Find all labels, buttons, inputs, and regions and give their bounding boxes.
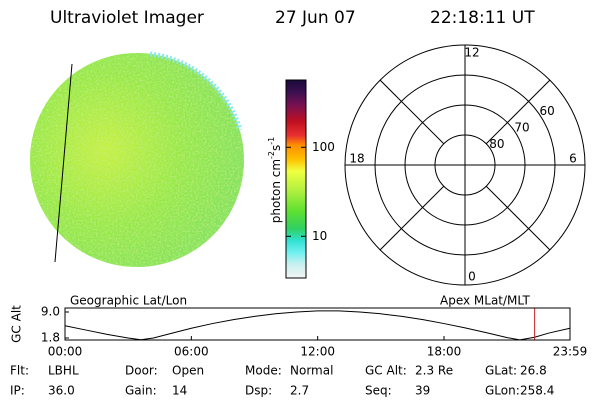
field-value: 26.8 bbox=[520, 364, 547, 378]
image-edge bbox=[149, 51, 243, 131]
field-value: Normal bbox=[290, 364, 333, 378]
field-value: 2.3 Re bbox=[415, 364, 453, 378]
unit-exp: -2 bbox=[267, 151, 276, 159]
unit-exp: -1 bbox=[267, 137, 276, 145]
x-tick-label: 00:00 bbox=[48, 345, 83, 359]
field-label: Door: bbox=[125, 364, 158, 378]
field-label: Seq: bbox=[365, 384, 392, 398]
polar-spoke bbox=[485, 79, 551, 145]
mlat-label: 80 bbox=[489, 137, 504, 151]
field-label: GLat: bbox=[485, 364, 517, 378]
timeline-ylabel: GC Alt bbox=[10, 305, 24, 343]
field-label: Gain: bbox=[125, 384, 157, 398]
instrument-title: Ultraviolet Imager bbox=[50, 8, 204, 28]
field-value: LBHL bbox=[48, 364, 79, 378]
field-label: Dsp: bbox=[245, 384, 272, 398]
mlat-label: 60 bbox=[540, 104, 555, 118]
polar-spoke bbox=[379, 185, 445, 251]
mlt-label: 6 bbox=[569, 152, 577, 166]
mlt-label: 12 bbox=[464, 46, 479, 60]
time: 22:18:11 UT bbox=[430, 8, 535, 28]
field-value: 2.7 bbox=[290, 384, 309, 398]
field-label: Mode: bbox=[245, 364, 282, 378]
unit: photon cm bbox=[269, 159, 283, 223]
colorbar-frame bbox=[285, 79, 307, 279]
colorbar-tick-label: 100 bbox=[312, 140, 335, 154]
colorbar-label: photon cm-2s-1 bbox=[267, 137, 283, 224]
timeline-frame bbox=[64, 307, 571, 341]
altitude-line bbox=[64, 310, 571, 341]
field-label: Flt: bbox=[10, 364, 29, 378]
mlt-label: 0 bbox=[468, 270, 476, 284]
mlat-label: 70 bbox=[514, 120, 529, 134]
field-label: IP: bbox=[10, 384, 25, 398]
y-tick-label: 9.0 bbox=[41, 305, 60, 319]
field-value: 39 bbox=[415, 384, 430, 398]
field-label: GC Alt: bbox=[365, 364, 407, 378]
x-tick-label: 12:00 bbox=[300, 345, 335, 359]
mlt-label: 18 bbox=[349, 152, 364, 166]
uv-image bbox=[30, 51, 244, 267]
image-texture bbox=[30, 53, 244, 267]
unit: s bbox=[269, 145, 283, 151]
x-tick-label: 06:00 bbox=[174, 345, 209, 359]
colorbar bbox=[286, 80, 306, 278]
timeline-right-label: Apex MLat/MLT bbox=[440, 294, 530, 308]
field-value: 258.4 bbox=[520, 384, 554, 398]
timeline-left-label: Geographic Lat/Lon bbox=[70, 294, 187, 308]
field-value: 36.0 bbox=[48, 384, 75, 398]
orbit-track bbox=[54, 63, 73, 263]
polar-spoke bbox=[485, 185, 551, 251]
date: 27 Jun 07 bbox=[275, 8, 356, 28]
field-value: Open bbox=[172, 364, 204, 378]
polar-spoke bbox=[379, 79, 445, 145]
colorbar-tick-label: 10 bbox=[312, 229, 327, 243]
field-value: 14 bbox=[172, 384, 187, 398]
x-tick-label: 23:59 bbox=[553, 345, 588, 359]
field-label: GLon: bbox=[485, 384, 520, 398]
x-tick-label: 18:00 bbox=[427, 345, 462, 359]
y-tick-label: 1.8 bbox=[41, 331, 60, 345]
